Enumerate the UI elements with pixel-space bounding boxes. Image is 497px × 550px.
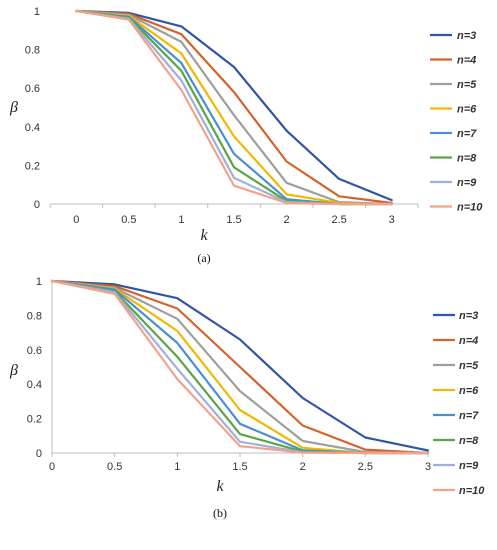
series-line-n-4 [50, 279, 430, 455]
legend-label: n=3 [459, 310, 478, 322]
x-tick-label: 3 [389, 214, 395, 226]
x-tick-label: 0.5 [107, 461, 122, 473]
x-tick-label: 1.5 [226, 214, 241, 226]
series-line-n-4 [75, 9, 393, 205]
x-axis-title: k [216, 478, 224, 495]
x-tick-label: 2 [284, 214, 290, 226]
y-tick-label: 1 [34, 6, 40, 18]
y-tick-label: 0.6 [27, 345, 42, 357]
legend-label: n=10 [457, 202, 483, 214]
legend-label: n=8 [459, 435, 479, 447]
legend-label: n=4 [459, 335, 478, 347]
x-tick-label: 3 [425, 461, 431, 473]
series-line-n-10 [75, 9, 393, 206]
x-tick-label: 0 [49, 461, 55, 473]
y-tick-label: 1 [36, 276, 42, 288]
y-tick-label: 0.8 [25, 45, 40, 57]
panel-caption: (b) [213, 506, 227, 520]
series-line-n-6 [75, 9, 393, 206]
y-tick-label: 0 [36, 448, 42, 460]
series-line-n-3 [75, 9, 393, 202]
chart-a-svg: 0 0.2 0.4 0.6 0.8 1 0 0.5 1 1.5 2 2.5 3 n=3 n=4 n=5 n=6 n… [9, 6, 483, 265]
y-tick-label: 0.4 [25, 122, 40, 134]
series-line-n-5 [75, 9, 393, 206]
legend-label: n=5 [459, 360, 479, 372]
series-line-n-3 [50, 279, 430, 452]
x-tick-label: 1.5 [232, 461, 247, 473]
legend-label: n=5 [457, 79, 477, 91]
series-line-n-8 [75, 9, 393, 206]
legend-label: n=4 [457, 55, 476, 67]
x-tick-label: 1 [178, 214, 184, 226]
legend-label: n=3 [457, 30, 476, 42]
y-tick-label: 0.2 [27, 414, 42, 426]
x-tick-label: 2.5 [358, 461, 373, 473]
legend-label: n=9 [459, 460, 479, 472]
legend-label: n=9 [457, 177, 477, 189]
y-tick-label: 0.2 [25, 160, 40, 172]
y-tick-label: 0.4 [27, 379, 42, 391]
y-axis-title: β [9, 99, 18, 116]
legend-label: n=6 [459, 385, 479, 397]
legend-label: n=8 [457, 153, 477, 165]
x-axis-title: k [200, 227, 208, 244]
y-tick-label: 0 [34, 199, 40, 211]
x-tick-label: 0.5 [121, 214, 136, 226]
x-tick-label: 0 [73, 214, 79, 226]
panel-caption: (a) [197, 251, 210, 265]
y-tick-label: 0.6 [25, 83, 40, 95]
legend-label: n=6 [457, 104, 477, 116]
chart-panel-b: 0 0.2 0.4 0.6 0.8 1 0 0.5 1 1.5 2 2.5 3 n=3 n=4 n=5 n=6 n… [0, 275, 497, 550]
chart-b-svg: 0 0.2 0.4 0.6 0.8 1 0 0.5 1 1.5 2 2.5 3 n=3 n=4 n=5 n=6 n… [9, 276, 485, 520]
series-line-n-10 [50, 279, 430, 455]
legend-label: n=7 [457, 128, 477, 140]
legend-label: n=10 [459, 485, 485, 497]
legend-label: n=7 [459, 410, 479, 422]
x-tick-label: 2.5 [331, 214, 346, 226]
x-tick-label: 1 [174, 461, 180, 473]
chart-panel-a: 0 0.2 0.4 0.6 0.8 1 0 0.5 1 1.5 2 2.5 3 n=3 n=4 n=5 n=6 n… [9, 6, 483, 265]
series-line-n-7 [75, 9, 393, 206]
series-line-n-9 [75, 9, 393, 206]
y-axis-title: β [9, 362, 18, 379]
y-tick-label: 0.8 [27, 310, 42, 322]
x-tick-label: 2 [300, 461, 306, 473]
